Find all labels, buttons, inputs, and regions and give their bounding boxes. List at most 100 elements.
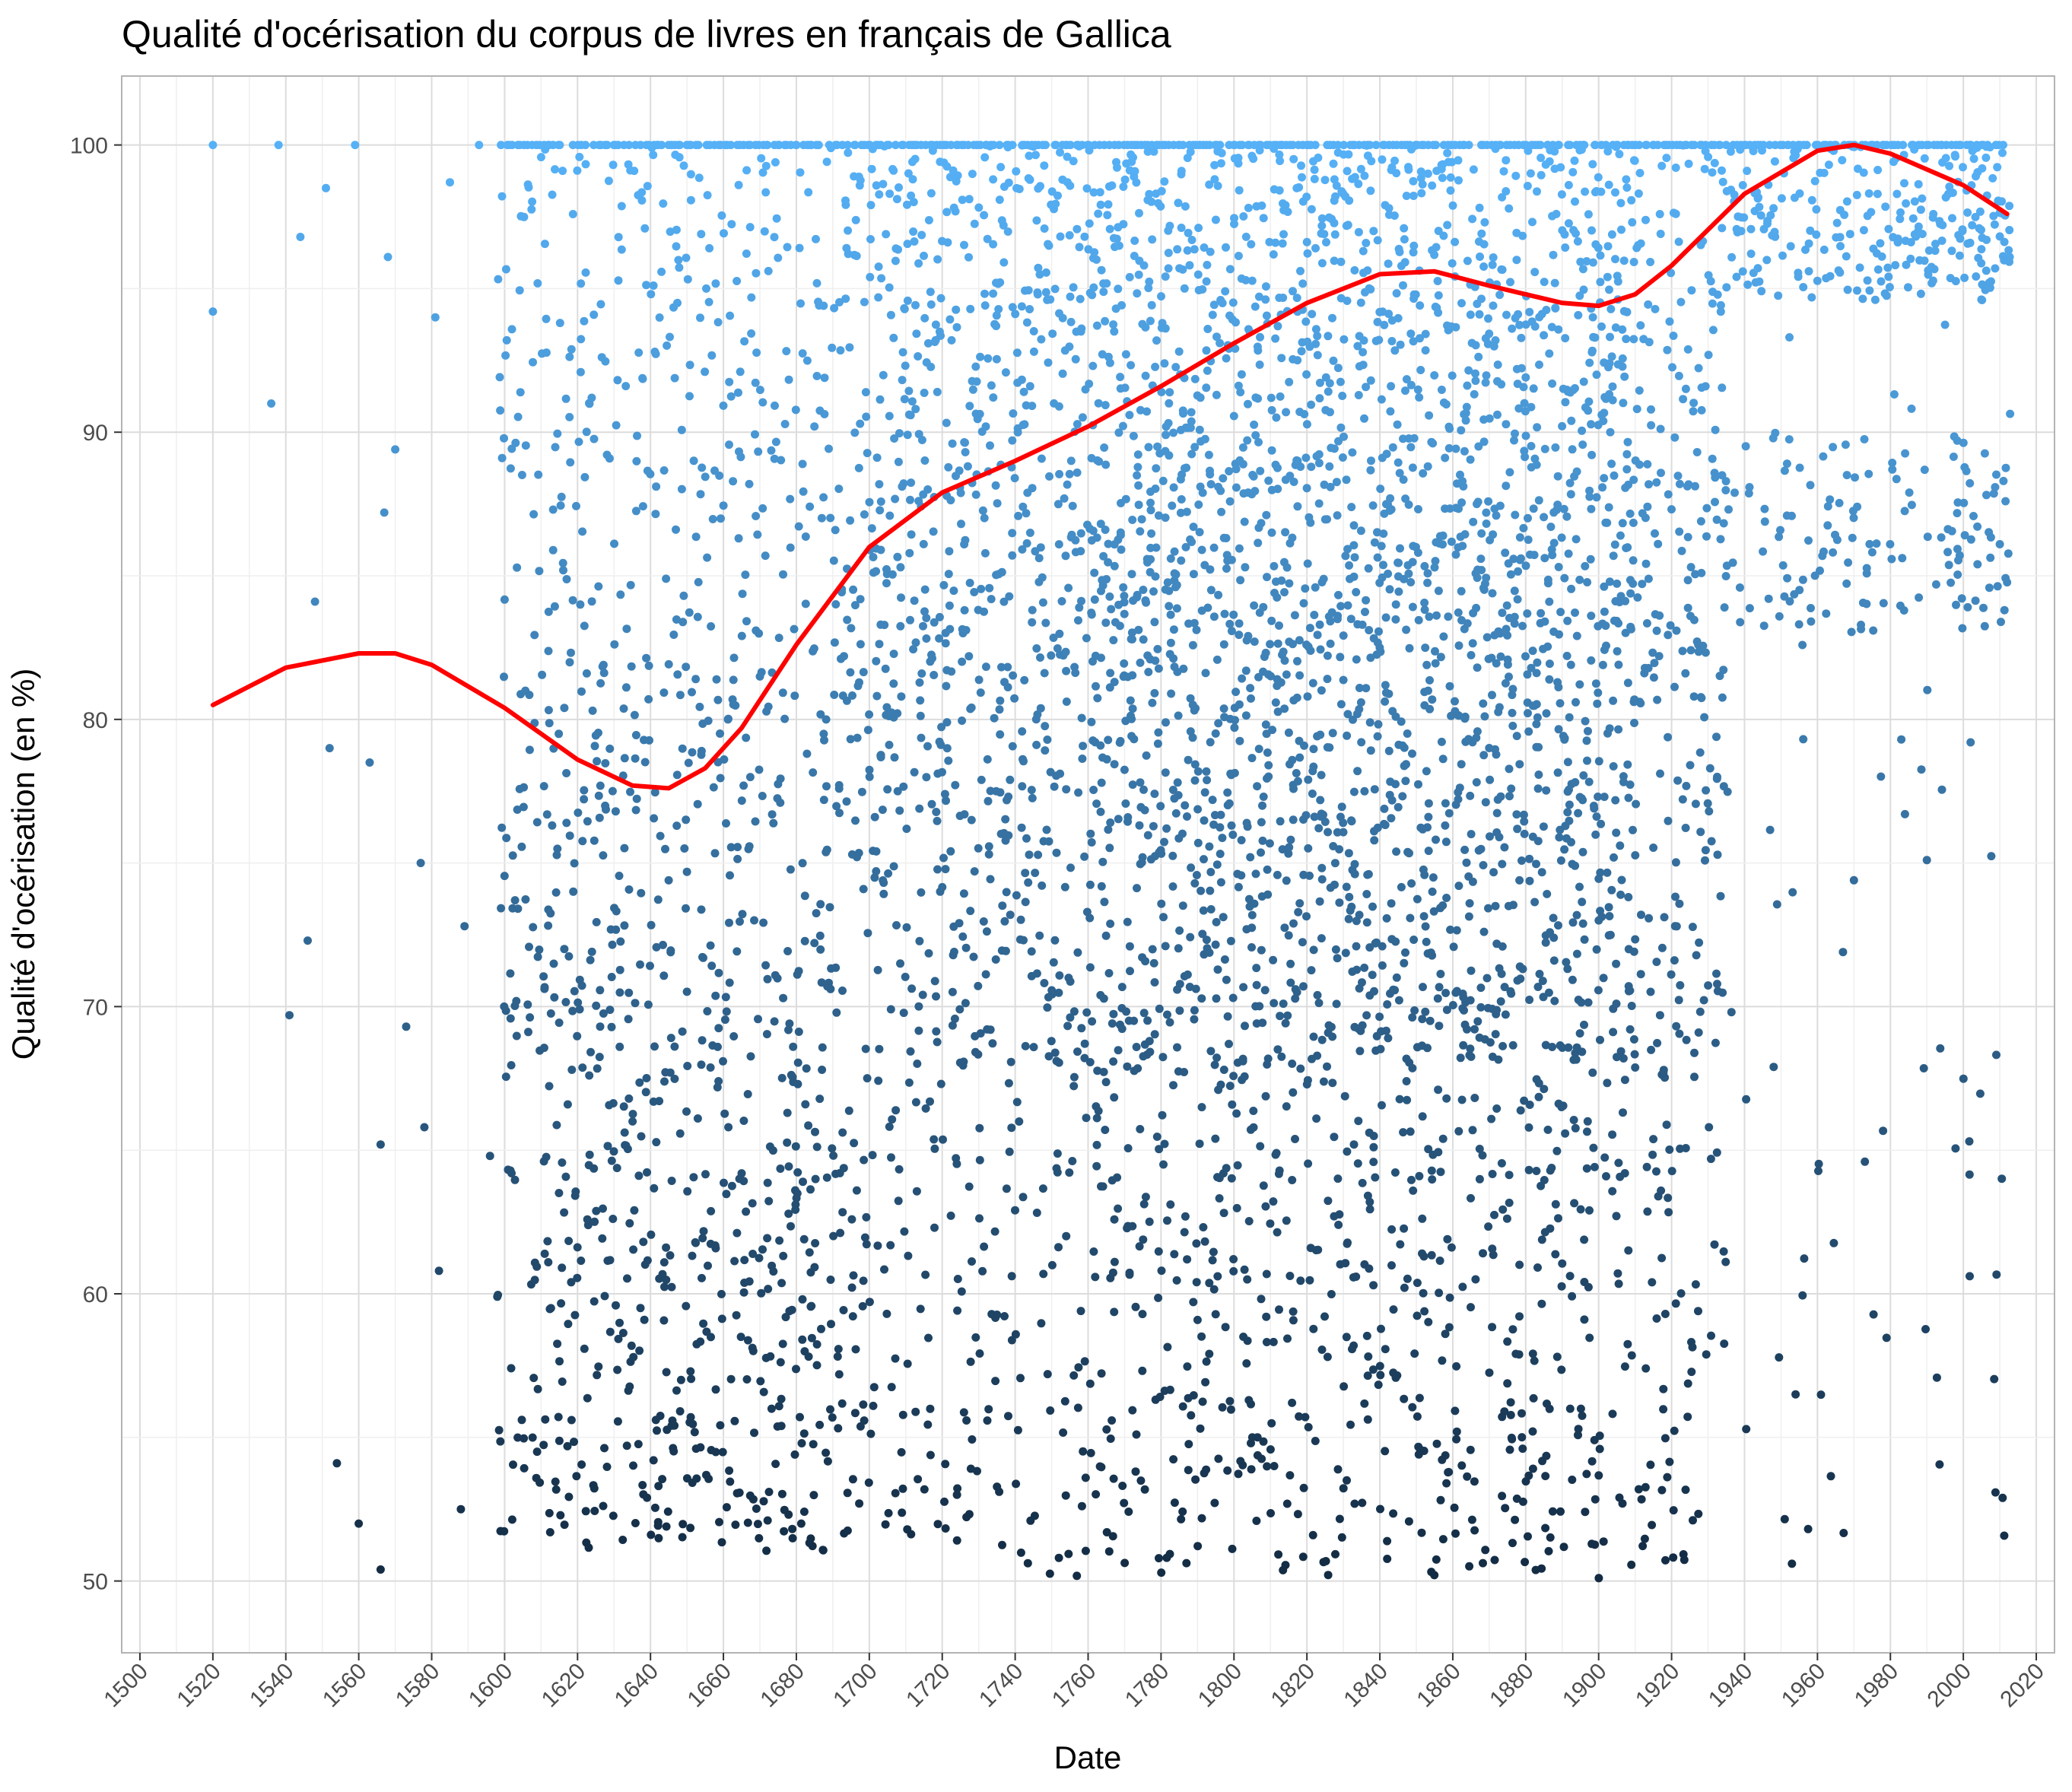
scatter-point (1607, 230, 1616, 239)
scatter-point (1423, 1044, 1432, 1053)
scatter-point (1000, 1312, 1009, 1320)
scatter-point (698, 1036, 707, 1045)
scatter-point (1464, 912, 1473, 921)
scatter-point (1027, 947, 1036, 956)
scatter-point (1409, 1186, 1418, 1195)
scatter-point (771, 971, 780, 980)
scatter-point (614, 233, 623, 242)
scatter-point (1276, 678, 1285, 687)
scatter-point (1473, 500, 1481, 509)
scatter-point (1402, 625, 1411, 634)
scatter-point (993, 1311, 1002, 1319)
scatter-point (1573, 237, 1582, 246)
scatter-point (844, 226, 853, 235)
scatter-point (1446, 173, 1455, 182)
scatter-point (1168, 786, 1177, 794)
scatter-point (1506, 1398, 1515, 1407)
scatter-point (949, 586, 958, 596)
scatter-point (1104, 736, 1113, 745)
scatter-point (1212, 994, 1221, 1003)
scatter-point (1600, 607, 1609, 616)
scatter-point (1157, 849, 1166, 858)
scatter-point (1719, 1247, 1728, 1256)
scatter-point (1539, 993, 1548, 1002)
scatter-point (1485, 1368, 1494, 1377)
scatter-point (1570, 156, 1579, 165)
scatter-point (528, 1433, 537, 1442)
scatter-point (1127, 570, 1136, 579)
scatter-point (1157, 292, 1165, 301)
scatter-point (792, 1365, 800, 1374)
scatter-point (1125, 1268, 1134, 1277)
scatter-point (1457, 426, 1466, 435)
scatter-point (1515, 1312, 1524, 1321)
scatter-point (863, 726, 872, 735)
scatter-point (869, 1401, 878, 1410)
scatter-point (1352, 655, 1361, 664)
scatter-point (726, 843, 736, 852)
scatter-point (1454, 176, 1463, 185)
scatter-point (735, 447, 743, 456)
scatter-point (851, 816, 860, 825)
scatter-point (1102, 279, 1111, 288)
scatter-point (1583, 578, 1592, 586)
scatter-point (989, 175, 998, 184)
scatter-point (1457, 1095, 1467, 1104)
scatter-point (583, 1215, 592, 1224)
scatter-point (1689, 407, 1698, 416)
scatter-point (1076, 1307, 1085, 1316)
scatter-point (1526, 169, 1535, 178)
scatter-point (1119, 220, 1128, 229)
scatter-point (761, 161, 771, 170)
scatter-point (793, 1058, 802, 1067)
scatter-point (1502, 187, 1511, 195)
scatter-point (1172, 604, 1181, 613)
scatter-point (1174, 347, 1184, 356)
scatter-point (1434, 1085, 1443, 1095)
scatter-point (1250, 420, 1259, 429)
scatter-point (719, 1056, 727, 1066)
scatter-point (1614, 1279, 1623, 1288)
scatter-point (770, 454, 779, 463)
scatter-point (1330, 230, 1339, 239)
scatter-point (542, 348, 551, 357)
scatter-point (761, 188, 771, 197)
scatter-point (1040, 224, 1049, 233)
scatter-point (644, 694, 653, 704)
scatter-point (525, 745, 534, 755)
scatter-point (755, 629, 764, 638)
scatter-point (1486, 1038, 1495, 1047)
scatter-point (1385, 585, 1394, 594)
scatter-point (1097, 653, 1105, 662)
scatter-point (1577, 998, 1586, 1007)
scatter-point (1449, 942, 1458, 952)
scatter-point (1597, 912, 1606, 921)
scatter-point (787, 1222, 795, 1231)
scatter-point (760, 227, 769, 236)
scatter-point (555, 1357, 564, 1366)
scatter-point (1333, 615, 1342, 624)
scatter-point (1512, 810, 1521, 819)
scatter-point (1263, 1060, 1272, 1069)
scatter-point (1530, 898, 1540, 907)
scatter-point (631, 507, 640, 516)
scatter-point (1009, 671, 1018, 680)
scatter-point (1262, 510, 1271, 519)
scatter-point (1125, 411, 1134, 420)
scatter-point (1261, 720, 1270, 729)
scatter-point (1587, 1457, 1597, 1466)
scatter-point (1110, 1215, 1119, 1224)
scatter-point (670, 1074, 679, 1083)
scatter-point (1400, 224, 1409, 233)
scatter-point (812, 234, 820, 243)
scatter-point (512, 996, 521, 1006)
scatter-point (1525, 996, 1534, 1004)
scatter-point (635, 1346, 644, 1355)
scatter-point (544, 647, 553, 656)
scatter-point (1476, 554, 1486, 564)
scatter-point (1613, 579, 1622, 588)
scatter-point (1205, 180, 1214, 189)
scatter-point (1486, 832, 1494, 841)
scatter-point (1029, 327, 1038, 335)
scatter-point (1250, 601, 1259, 610)
